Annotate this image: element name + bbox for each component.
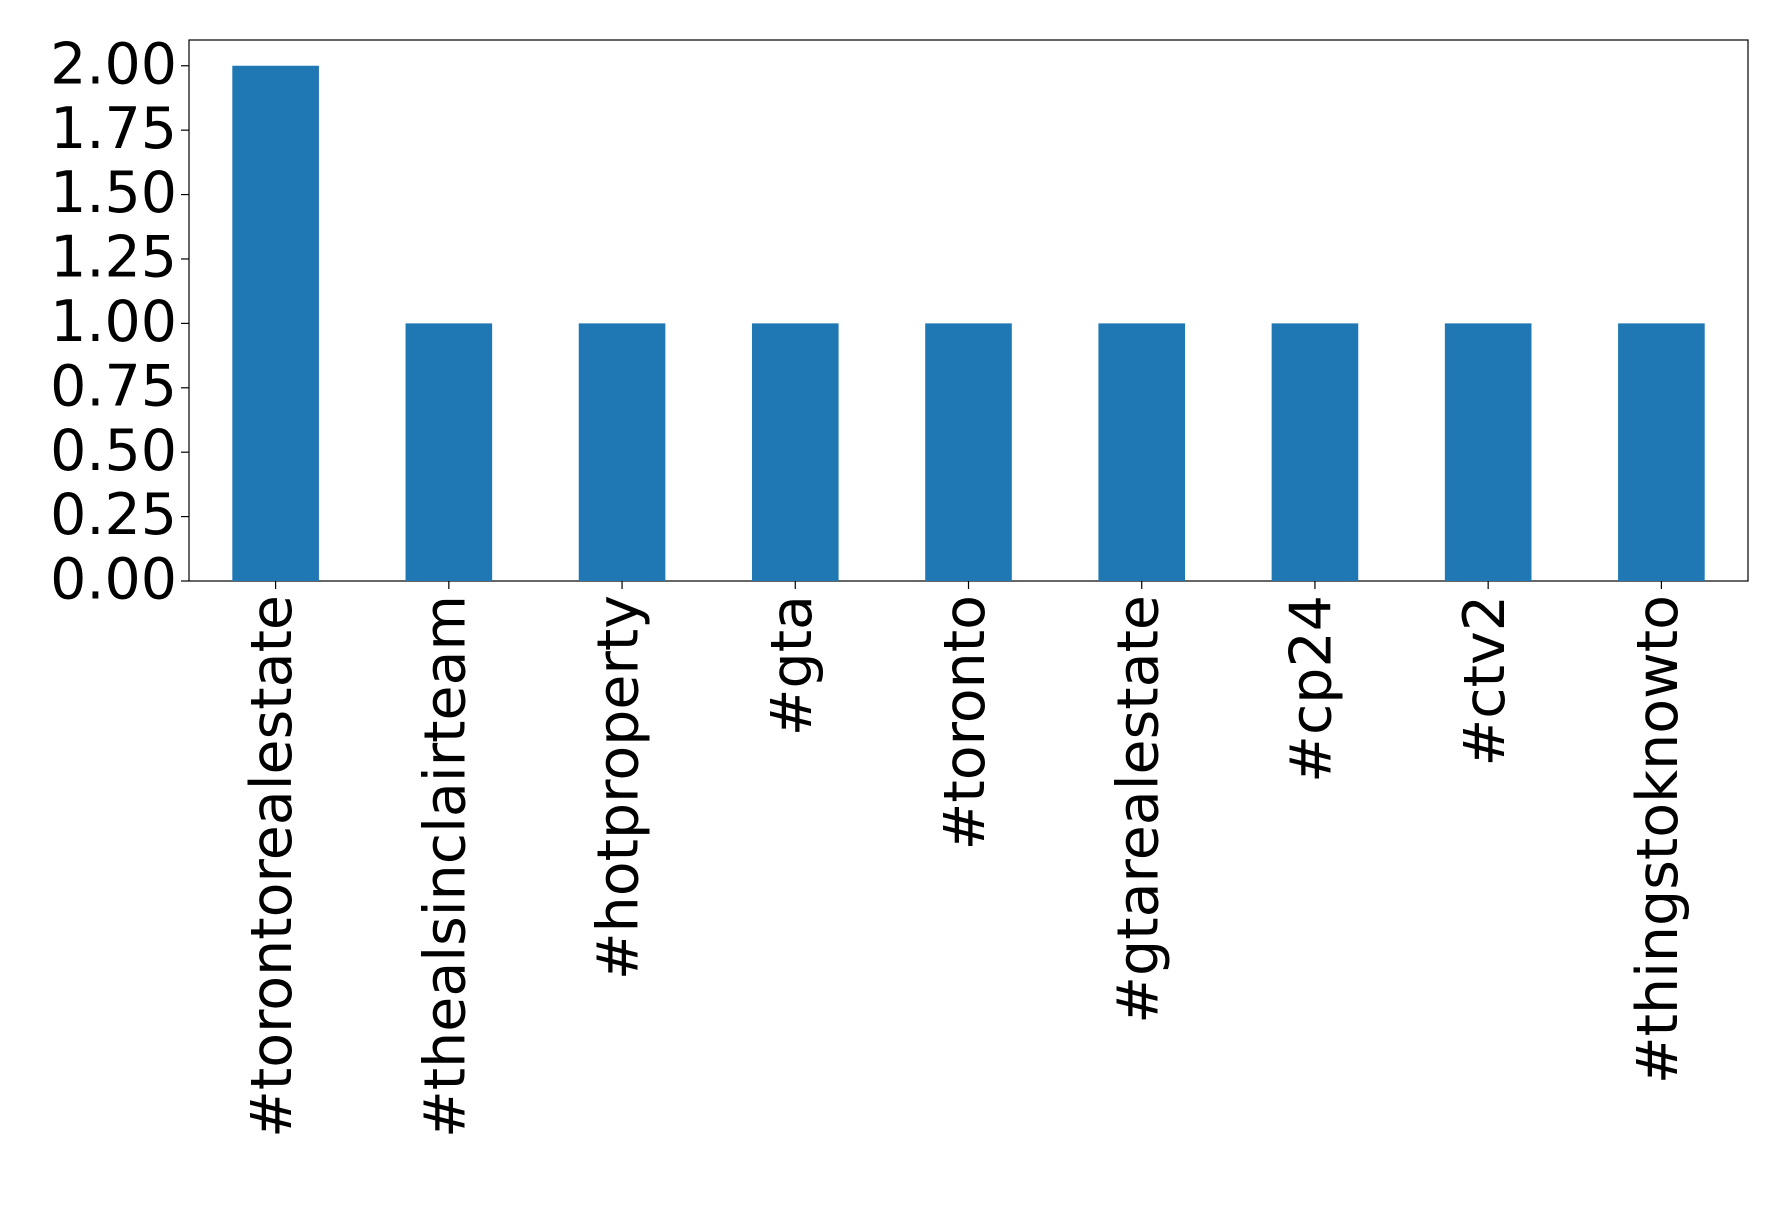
x-tick-label: #thingstoknowto xyxy=(1625,595,1691,1084)
y-tick-label: 1.00 xyxy=(50,289,177,355)
y-tick-label: 1.25 xyxy=(50,225,177,291)
x-tick-label: #gta xyxy=(759,595,825,736)
bar xyxy=(405,323,493,581)
bar xyxy=(578,323,666,581)
y-tick-label: 0.25 xyxy=(50,482,177,548)
y-tick-label: 1.75 xyxy=(50,96,177,162)
bar xyxy=(1098,323,1186,581)
bar xyxy=(1271,323,1359,581)
y-tick-label: 0.00 xyxy=(50,547,177,613)
x-tick-label: #torontorealestate xyxy=(239,595,305,1138)
x-tick-label: #gtarealestate xyxy=(1105,595,1171,1024)
bar xyxy=(232,65,319,581)
y-tick-label: 0.50 xyxy=(50,418,177,484)
bar xyxy=(1618,323,1705,581)
y-tick-label: 0.75 xyxy=(50,353,177,419)
x-tick-label: #hotproperty xyxy=(586,595,652,980)
y-tick-label: 2.00 xyxy=(50,31,177,97)
bar xyxy=(925,323,1012,581)
x-tick-label: #cp24 xyxy=(1279,595,1345,783)
x-tick-label: #ctv2 xyxy=(1452,595,1518,766)
x-tick-label: #thealsinclairteam xyxy=(412,595,478,1138)
bar xyxy=(1444,323,1532,581)
x-tick-label: #toronto xyxy=(932,595,998,850)
bar xyxy=(751,323,839,581)
y-tick-label: 1.50 xyxy=(50,160,177,226)
